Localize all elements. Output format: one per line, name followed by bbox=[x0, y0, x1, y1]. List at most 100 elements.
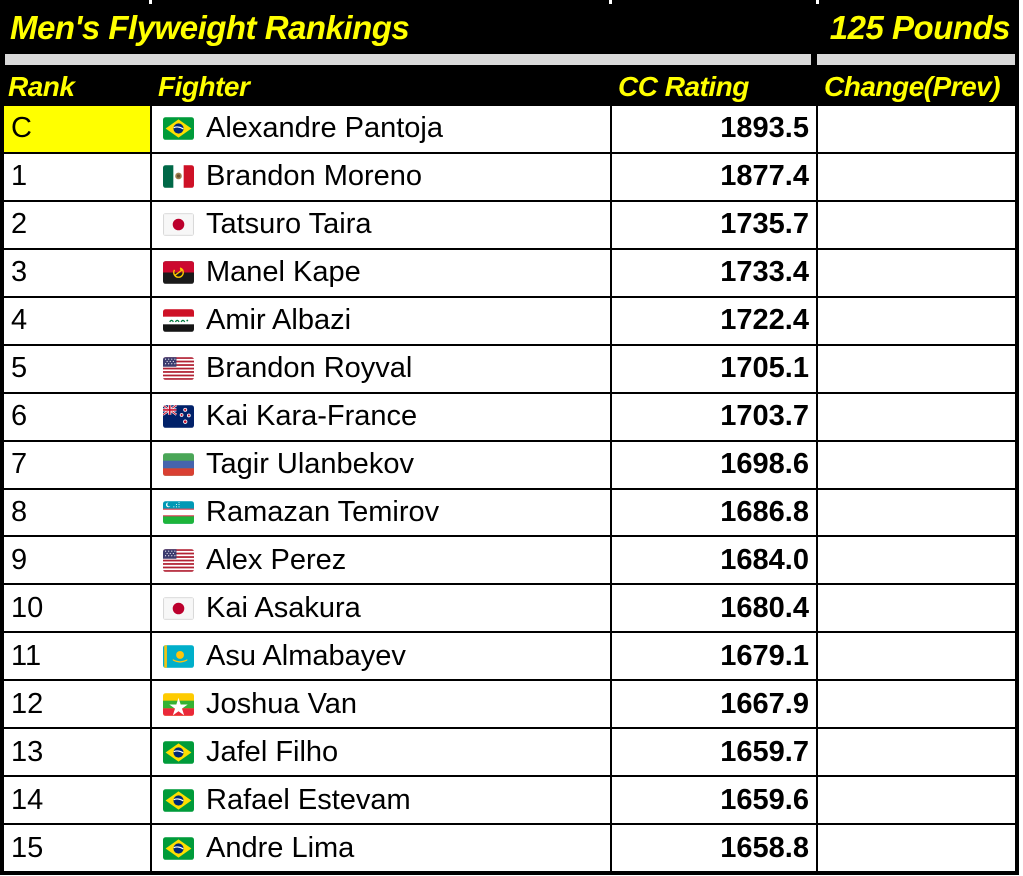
fighter-cell: Tatsuro Taira bbox=[152, 201, 612, 248]
flag-new-zealand-icon bbox=[163, 405, 194, 428]
column-header-row: Rank Fighter CC Rating Change(Prev) bbox=[0, 67, 1019, 106]
rank-value: 7 bbox=[11, 448, 28, 481]
table-row: 3 Manel Kape 1733.4 bbox=[4, 249, 1015, 298]
change-prev-cell bbox=[818, 346, 1015, 392]
change-prev-cell bbox=[818, 729, 1015, 775]
grid-tick bbox=[609, 0, 612, 4]
rank-value: 15 bbox=[11, 831, 44, 864]
rank-cell: 13 bbox=[4, 729, 152, 776]
fighter-name: Andre Lima bbox=[206, 831, 355, 864]
rank-value: 10 bbox=[11, 591, 44, 624]
change-prev-cell bbox=[818, 154, 1015, 200]
cc-rating-cell: 1686.8 bbox=[612, 489, 818, 536]
table-row: 6 Kai Kara-France 1703.7 bbox=[4, 393, 1015, 442]
change-prev-cell bbox=[818, 633, 1015, 679]
fighter-cell: Rafael Estevam bbox=[152, 777, 612, 824]
rank-cell: 6 bbox=[4, 393, 152, 440]
rank-value: 5 bbox=[11, 352, 28, 385]
fighter-name: Amir Albazi bbox=[206, 304, 352, 337]
fighter-name: Kai Kara-France bbox=[206, 400, 418, 433]
flag-brazil-icon bbox=[163, 788, 194, 812]
rank-value: 4 bbox=[11, 304, 28, 337]
fighter-cell: Jafel Filho bbox=[152, 729, 612, 776]
table-row: C Alexandre Pantoja 1893.5 bbox=[4, 106, 1015, 154]
cc-rating-cell: 1658.8 bbox=[612, 825, 818, 871]
cc-rating-cell: 1722.4 bbox=[612, 297, 818, 344]
change-prev-cell bbox=[818, 442, 1015, 488]
rank-cell: 7 bbox=[4, 441, 152, 488]
flag-kazakhstan-icon bbox=[163, 644, 194, 668]
divider-strip bbox=[0, 52, 1019, 67]
table-top-border bbox=[0, 0, 1019, 4]
fighter-name: Alex Perez bbox=[206, 543, 347, 576]
change-prev-cell bbox=[818, 681, 1015, 727]
fighter-cell: Asu Almabayev bbox=[152, 633, 612, 680]
column-header-rank: Rank bbox=[8, 70, 75, 102]
fighter-cell: Tagir Ulanbekov bbox=[152, 441, 612, 488]
rank-value: 3 bbox=[11, 256, 28, 289]
flag-dagestan-icon bbox=[163, 453, 194, 476]
rank-cell: 4 bbox=[4, 297, 152, 344]
table-row: 15 Andre Lima 1658.8 bbox=[4, 825, 1015, 871]
flag-japan-icon bbox=[163, 213, 194, 237]
table-row: 7 Tagir Ulanbekov 1698.6 bbox=[4, 441, 1015, 490]
change-prev-cell bbox=[818, 106, 1015, 152]
fighter-name: Joshua Van bbox=[206, 687, 358, 720]
flag-myanmar-icon bbox=[163, 692, 194, 716]
cc-rating-cell: 1698.6 bbox=[612, 441, 818, 488]
flag-usa-icon bbox=[163, 357, 194, 381]
change-prev-cell bbox=[818, 490, 1015, 536]
fighter-name: Tatsuro Taira bbox=[206, 208, 372, 241]
change-prev-cell bbox=[818, 825, 1015, 871]
table-row: 1 Brandon Moreno 1877.4 bbox=[4, 153, 1015, 202]
cc-rating-cell: 1735.7 bbox=[612, 201, 818, 248]
cc-rating-cell: 1659.6 bbox=[612, 777, 818, 824]
column-header-cc-rating: CC Rating bbox=[618, 70, 749, 102]
fighter-name: Brandon Royval bbox=[206, 352, 413, 385]
flag-iraq-icon bbox=[163, 309, 194, 333]
cc-rating-cell: 1733.4 bbox=[612, 249, 818, 296]
rank-cell: 1 bbox=[4, 153, 152, 200]
cc-rating-cell: 1667.9 bbox=[612, 681, 818, 728]
rank-cell: 14 bbox=[4, 777, 152, 824]
rank-cell: 2 bbox=[4, 201, 152, 248]
table-row: 2 Tatsuro Taira 1735.7 bbox=[4, 201, 1015, 250]
fighter-name: Ramazan Temirov bbox=[206, 495, 440, 528]
fighter-cell: Brandon Moreno bbox=[152, 153, 612, 200]
table-row: 8 Ramazan Temirov 1686.8 bbox=[4, 489, 1015, 538]
table-row: 5 Brandon Royval 1705.1 bbox=[4, 345, 1015, 394]
rank-value: 6 bbox=[11, 400, 28, 433]
column-header-change-prev: Change(Prev) bbox=[824, 70, 1001, 102]
cc-rating-cell: 1703.7 bbox=[612, 393, 818, 440]
fighter-cell: Ramazan Temirov bbox=[152, 489, 612, 536]
table-row: 12 Joshua Van 1667.9 bbox=[4, 681, 1015, 730]
rank-cell: 11 bbox=[4, 633, 152, 680]
fighter-name: Rafael Estevam bbox=[206, 783, 411, 816]
cc-rating-cell: 1877.4 bbox=[612, 153, 818, 200]
fighter-name: Alexandre Pantoja bbox=[206, 112, 443, 145]
table-body: C Alexandre Pantoja 1893.5 1 Brandon Mor… bbox=[0, 106, 1019, 875]
page-title: Men's Flyweight Rankings bbox=[10, 9, 410, 46]
change-prev-cell bbox=[818, 777, 1015, 823]
rank-cell: 12 bbox=[4, 681, 152, 728]
table-row: 14 Rafael Estevam 1659.6 bbox=[4, 777, 1015, 826]
rank-cell: 3 bbox=[4, 249, 152, 296]
fighter-name: Brandon Moreno bbox=[206, 160, 423, 193]
fighter-cell: Kai Kara-France bbox=[152, 393, 612, 440]
rank-value: C bbox=[11, 112, 32, 145]
flag-japan-icon bbox=[163, 596, 194, 620]
fighter-name: Manel Kape bbox=[206, 256, 361, 289]
fighter-cell: Joshua Van bbox=[152, 681, 612, 728]
change-prev-cell bbox=[818, 537, 1015, 583]
rank-cell: 10 bbox=[4, 585, 152, 632]
rank-cell: 9 bbox=[4, 537, 152, 584]
change-prev-cell bbox=[818, 394, 1015, 440]
flag-mexico-icon bbox=[163, 165, 194, 189]
table-row: 11 Asu Almabayev 1679.1 bbox=[4, 633, 1015, 682]
change-prev-cell bbox=[818, 298, 1015, 344]
table-row: 10 Kai Asakura 1680.4 bbox=[4, 585, 1015, 634]
cc-rating-cell: 1680.4 bbox=[612, 585, 818, 632]
table-row: 4 Amir Albazi 1722.4 bbox=[4, 297, 1015, 346]
cc-rating-cell: 1659.7 bbox=[612, 729, 818, 776]
